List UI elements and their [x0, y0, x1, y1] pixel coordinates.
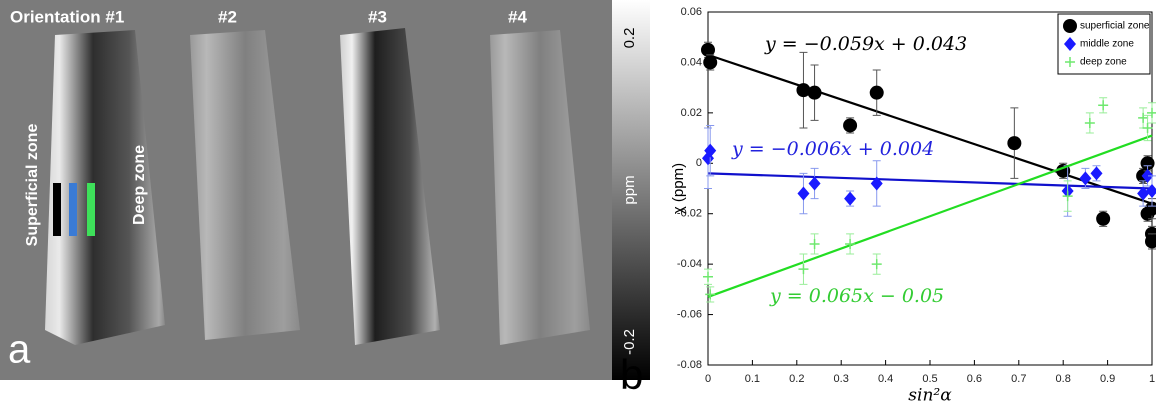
orientation-label: #4 [508, 7, 527, 26]
fit-equation: y = −0.059x + 0.043 [764, 33, 967, 55]
y-tick-label: 0 [696, 157, 702, 169]
data-point [1062, 191, 1073, 202]
orientation-label: #3 [368, 7, 387, 26]
data-point [1146, 184, 1156, 199]
x-tick-label: 0.7 [1011, 373, 1026, 385]
sample-image [45, 30, 165, 345]
data-point [1084, 117, 1095, 128]
data-point [871, 259, 882, 270]
legend-label: deep zone [1080, 57, 1127, 68]
data-point [701, 42, 715, 57]
y-tick-label: -0.02 [677, 208, 702, 220]
data-point [1141, 168, 1154, 183]
data-point [1098, 100, 1109, 111]
data-point [1145, 201, 1156, 216]
y-tick-label: -0.08 [677, 359, 702, 371]
fit-equation: y = 0.065x − 0.05 [769, 285, 944, 307]
y-tick-label: 0.02 [681, 107, 702, 119]
data-point [798, 264, 809, 275]
data-point [1007, 136, 1022, 151]
x-tick-label: 0.9 [1100, 373, 1115, 385]
x-tick-label: 1 [1149, 373, 1155, 385]
panel-title: Orientation #1 [10, 7, 124, 26]
data-point [1096, 211, 1111, 226]
legend-label: middle zone [1080, 39, 1134, 50]
colorbar-tick-label: -0.2 [621, 329, 638, 355]
panel-letter: b [620, 351, 643, 398]
fit-line [707, 134, 1153, 298]
data-point [1140, 156, 1155, 171]
data-point [870, 176, 883, 191]
data-point [703, 271, 713, 282]
data-point [845, 238, 856, 249]
colorbar-label: ppm [621, 175, 638, 204]
data-point [807, 85, 822, 100]
data-point [1137, 186, 1150, 201]
data-point [1142, 122, 1153, 133]
x-tick-label: 0 [705, 373, 711, 385]
sample-image [490, 30, 590, 345]
data-point [705, 289, 716, 300]
zone-label: Superficial zone [24, 124, 41, 247]
y-tick-label: 0.06 [681, 6, 702, 18]
x-tick-label: 0.6 [967, 373, 982, 385]
x-tick-label: 0.3 [834, 373, 849, 385]
data-point [703, 55, 718, 70]
fit-equation: y = −0.006x + 0.004 [731, 138, 934, 160]
data-point [844, 191, 857, 206]
data-point [1090, 166, 1103, 181]
colorbar-tick-label: 0.2 [621, 28, 638, 49]
x-tick-label: 0.4 [878, 373, 893, 385]
x-tick-label: 0.5 [922, 373, 937, 385]
zone-bar [53, 183, 61, 236]
data-point [1145, 234, 1156, 249]
data-point [808, 176, 821, 191]
legend-marker [1065, 57, 1075, 67]
fit-line [707, 53, 1153, 205]
x-axis-label: sin²α [908, 386, 952, 406]
orientation-label: #2 [218, 7, 237, 26]
legend-label: superficial zone [1080, 21, 1150, 32]
data-point [809, 238, 820, 249]
sample-image [190, 30, 300, 340]
data-point [797, 186, 810, 201]
data-point [1079, 171, 1092, 186]
legend-marker [1063, 19, 1077, 33]
fit-line [707, 172, 1153, 190]
x-tick-label: 0.8 [1056, 373, 1071, 385]
data-point [1138, 112, 1149, 123]
colorbar [612, 0, 650, 380]
data-point [1147, 107, 1156, 118]
y-tick-label: -0.06 [677, 308, 702, 320]
panel-letter: a [8, 328, 31, 372]
legend-marker [1064, 37, 1076, 51]
zone-label: Deep zone [131, 145, 148, 225]
data-point [704, 143, 717, 158]
data-point [843, 118, 858, 133]
zone-bar [87, 183, 95, 236]
data-point [869, 85, 884, 100]
data-point [796, 83, 811, 98]
y-axis-label: χ (ppm) [670, 163, 687, 214]
x-tick-label: 0.2 [789, 373, 804, 385]
zone-bar [69, 183, 77, 236]
y-tick-label: 0.04 [681, 56, 702, 68]
x-tick-label: 0.1 [745, 373, 760, 385]
y-tick-label: -0.04 [677, 258, 702, 270]
sample-image [340, 28, 440, 345]
